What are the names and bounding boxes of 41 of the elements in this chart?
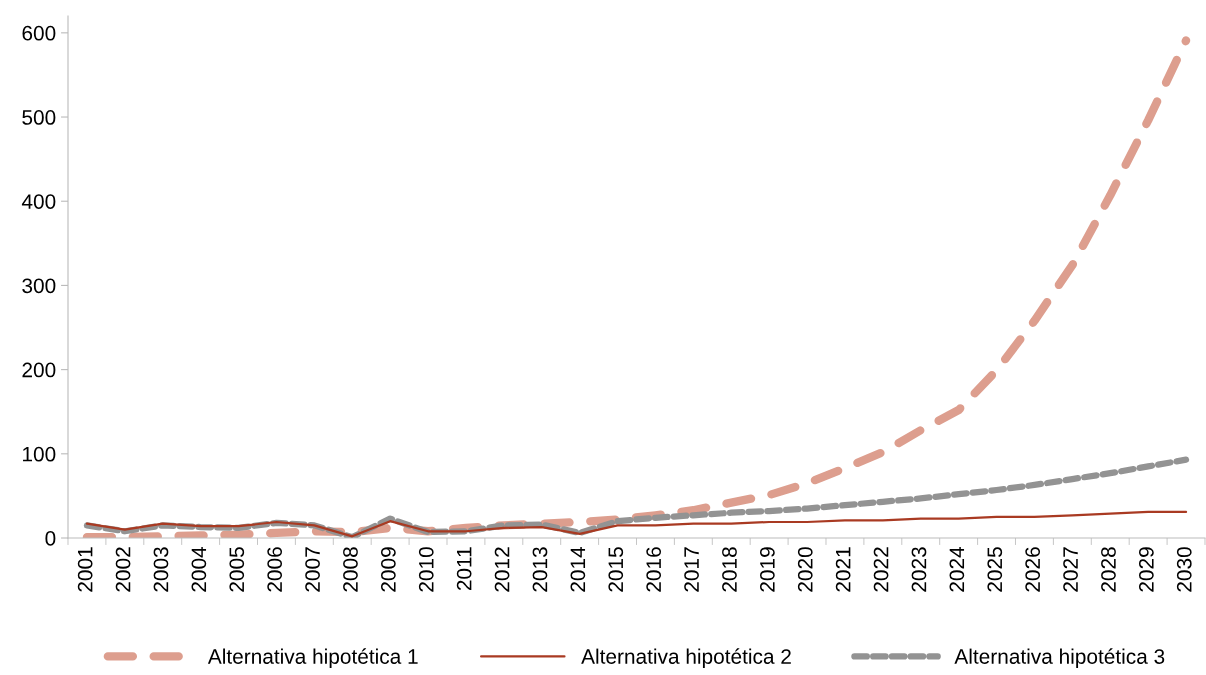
x-tick-label: 2014 (570, 546, 586, 592)
x-tick-label: 2023 (911, 547, 927, 592)
x-tick-label: 2029 (1138, 547, 1154, 592)
y-tick-label: 0 (45, 531, 56, 546)
x-tick-label: 2015 (608, 547, 624, 592)
x-tick-label: 2017 (684, 547, 699, 592)
x-tick-label: 2002 (115, 547, 131, 592)
x-tick-label: 2016 (646, 547, 662, 592)
legend-label: Alternativa hipotética 3 (954, 648, 1165, 669)
legend-label: Alternativa hipotética 1 (207, 648, 418, 669)
x-tick-label: 2027 (1063, 547, 1078, 592)
x-tick-label: 2013 (532, 547, 548, 592)
x-tick-label: 2011 (456, 547, 472, 591)
x-tick-label: 2024 (949, 546, 965, 592)
x-tick-label: 2009 (380, 547, 396, 592)
x-tick-label: 2030 (1176, 547, 1192, 592)
x-tick-label: 2019 (759, 547, 775, 592)
x-tick-label: 2006 (267, 547, 283, 592)
x-tick-label: 2018 (722, 547, 737, 592)
x-tick-label: 2007 (305, 547, 320, 592)
x-tick-label: 2001 (77, 547, 93, 592)
y-tick-label: 200 (22, 362, 56, 378)
line-series (85, 510, 1188, 538)
x-tick-label: 2005 (229, 547, 245, 592)
x-tick-label: 2020 (797, 547, 813, 592)
legend-label: Alternativa hipotética 2 (581, 648, 791, 669)
y-tick-label: 500 (22, 110, 56, 125)
y-tick-label: 300 (22, 278, 56, 294)
x-tick-label: 2025 (987, 547, 1003, 592)
x-tick-label: 2004 (191, 546, 207, 592)
y-tick-label: 600 (22, 25, 56, 41)
x-tick-label: 2008 (343, 547, 358, 592)
x-tick-label: 2021 (835, 547, 851, 592)
x-tick-label: 2028 (1101, 547, 1116, 592)
x-tick-label: 2003 (153, 547, 169, 592)
x-tick-label: 2010 (418, 547, 434, 592)
x-tick-label: 2012 (494, 547, 510, 592)
y-tick-label: 400 (21, 194, 56, 209)
x-tick-label: 2022 (873, 547, 889, 592)
y-tick-label: 100 (23, 446, 56, 462)
x-tick-label: 2026 (1025, 547, 1041, 592)
